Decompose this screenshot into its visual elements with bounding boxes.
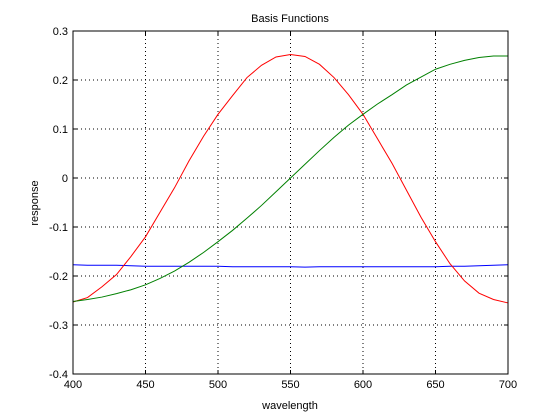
y-tick-label: 0	[62, 173, 68, 185]
x-tick-label: 650	[426, 379, 444, 391]
y-axis-label: response	[29, 180, 41, 225]
x-tick-label: 500	[209, 379, 227, 391]
x-tick-label: 600	[354, 379, 372, 391]
x-tick-label: 550	[281, 379, 299, 391]
plot-area	[73, 31, 508, 374]
y-tick-label: -0.4	[49, 369, 68, 381]
x-tick-label: 450	[136, 379, 154, 391]
y-tick-labels: -0.4 -0.3 -0.2 -0.1 0 0.1 0.2 0.3	[49, 26, 68, 381]
y-tick-label: -0.3	[49, 320, 68, 332]
y-tick-label: 0.3	[53, 26, 68, 38]
y-tick-label: -0.2	[49, 271, 68, 283]
series-line-1	[72, 264, 509, 268]
x-tick-label: 400	[64, 379, 82, 391]
x-axis-label: wavelength	[261, 400, 318, 412]
series-line-2	[72, 54, 509, 304]
x-tick-label: 700	[499, 379, 517, 391]
y-tick-label: 0.1	[53, 124, 68, 136]
x-tick-labels: 400 450 500 550 600 650 700	[64, 379, 517, 391]
y-tick-label: -0.1	[49, 222, 68, 234]
grid	[73, 31, 508, 374]
series-line-3	[72, 55, 508, 302]
ticks	[72, 30, 509, 375]
series-group	[72, 54, 509, 304]
y-tick-label: 0.2	[53, 75, 68, 87]
chart-title: Basis Functions	[251, 13, 329, 25]
